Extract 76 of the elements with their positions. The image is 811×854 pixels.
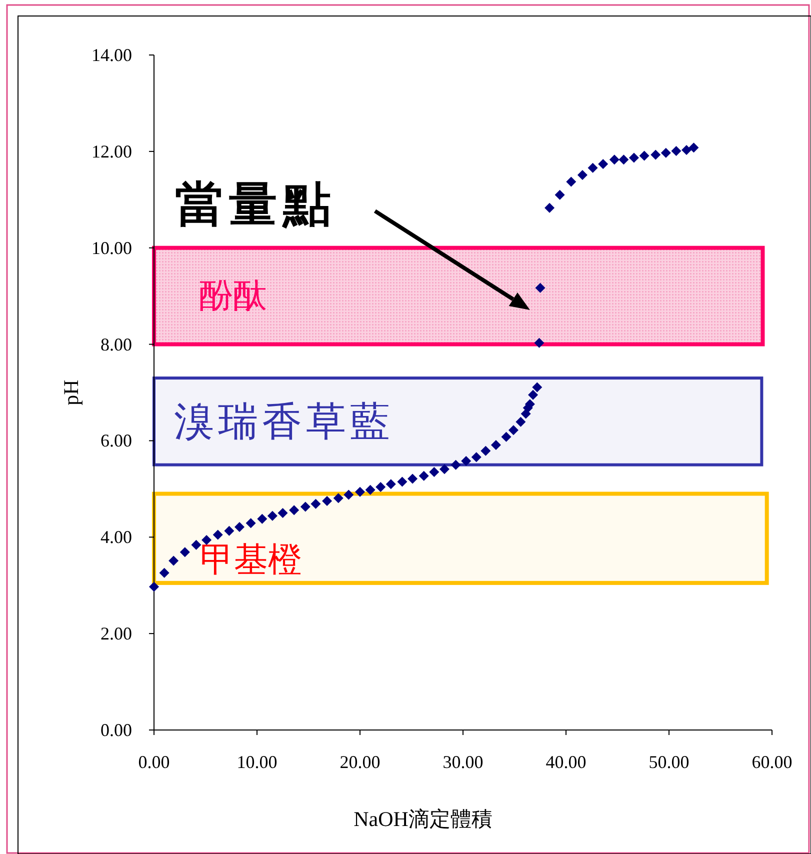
annotation: 當量點 <box>175 178 337 232</box>
point <box>618 154 629 165</box>
point <box>461 456 472 466</box>
point <box>159 568 170 578</box>
point <box>682 144 692 155</box>
point <box>439 464 450 474</box>
point <box>234 522 244 532</box>
point <box>609 154 620 165</box>
point <box>490 440 501 450</box>
point <box>450 460 461 470</box>
point <box>149 582 159 592</box>
band-label: 溴瑞香草藍 <box>174 398 394 444</box>
point <box>554 190 565 200</box>
point <box>598 158 608 169</box>
y-tick-label: 8.00 <box>100 334 132 354</box>
point <box>408 474 418 484</box>
y-tick-label: 12.00 <box>92 141 132 162</box>
x-axis-title: NaOH滴定體積 <box>354 807 492 831</box>
x-tick-label: 40.00 <box>546 752 586 772</box>
point <box>671 146 682 156</box>
x-tick-label: 20.00 <box>340 752 380 772</box>
point <box>191 540 202 550</box>
point <box>344 490 354 500</box>
point <box>333 493 344 504</box>
point <box>267 510 278 521</box>
x-tick-label: 0.00 <box>138 752 170 772</box>
point <box>532 382 542 392</box>
y-tick-label: 10.00 <box>92 238 132 258</box>
point <box>508 425 518 436</box>
point <box>650 150 661 160</box>
point <box>544 202 555 213</box>
point <box>246 518 256 528</box>
point <box>688 142 699 153</box>
point <box>397 476 408 487</box>
point <box>516 416 526 427</box>
point <box>471 452 482 462</box>
point <box>386 479 396 490</box>
point <box>534 338 544 348</box>
y-tick-label: 0.00 <box>100 720 132 740</box>
point <box>310 498 321 509</box>
point <box>639 150 650 161</box>
point <box>224 526 234 536</box>
point <box>278 508 288 518</box>
point <box>418 470 429 481</box>
y-tick-label: 14.00 <box>92 45 132 65</box>
point <box>168 556 179 566</box>
y-tick-label: 2.00 <box>100 624 132 644</box>
point <box>566 176 576 187</box>
point <box>289 505 300 516</box>
point <box>528 390 538 400</box>
band-label: 酚酞 <box>199 278 267 315</box>
point <box>501 432 512 442</box>
y-axis-title: pH <box>59 380 83 406</box>
point <box>535 282 546 293</box>
x-tick-label: 60.00 <box>752 752 792 772</box>
band-label: 甲基橙 <box>200 542 302 579</box>
point <box>202 535 212 546</box>
point <box>257 514 268 524</box>
point <box>322 496 332 506</box>
y-tick-label: 6.00 <box>100 430 132 451</box>
x-tick-label: 30.00 <box>442 752 484 772</box>
y-tick-label: 4.00 <box>100 527 132 548</box>
point <box>365 484 376 495</box>
point <box>355 486 365 497</box>
point <box>300 502 310 512</box>
point <box>212 530 223 540</box>
point <box>588 162 598 173</box>
x-tick-label: 50.00 <box>648 752 690 772</box>
point <box>628 152 639 163</box>
point <box>180 547 190 558</box>
x-tick-label: 10.00 <box>236 752 278 772</box>
point <box>660 148 671 158</box>
point <box>480 446 491 456</box>
point <box>577 170 588 180</box>
point <box>376 482 386 492</box>
point <box>429 467 440 478</box>
